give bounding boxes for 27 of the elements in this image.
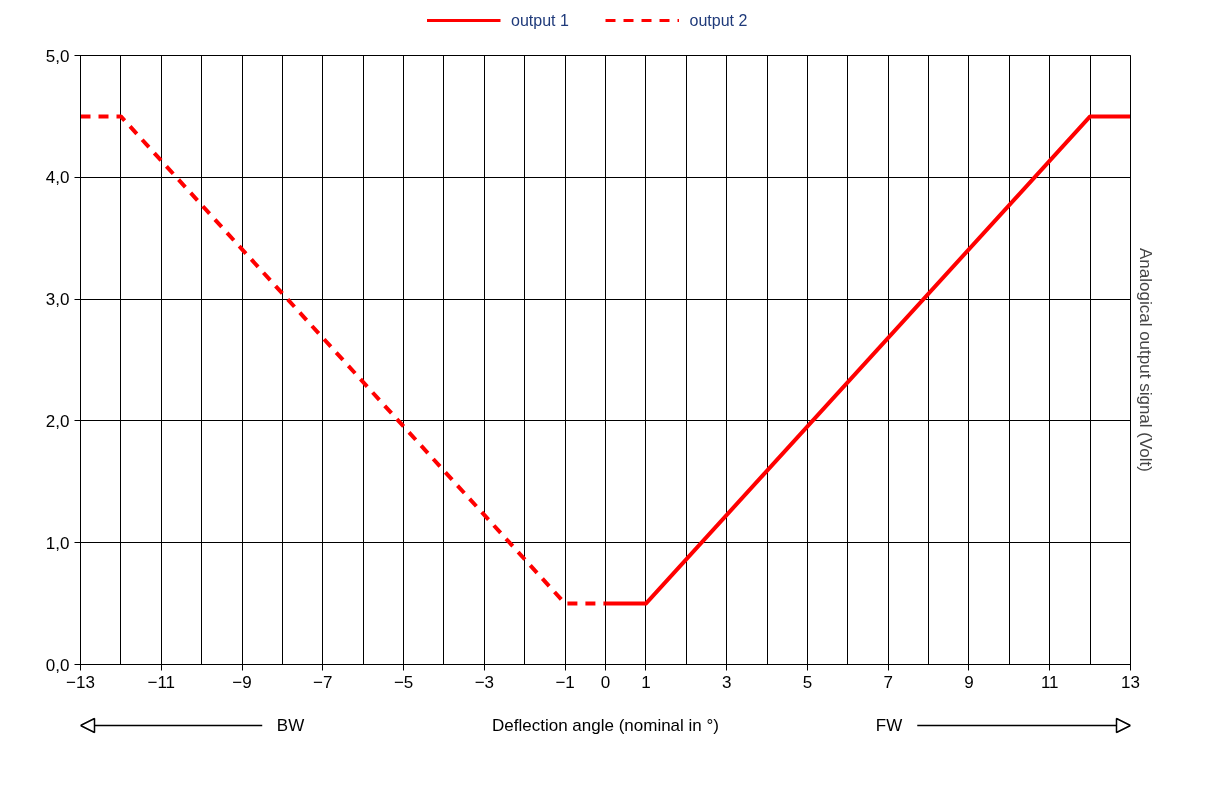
- text: BW: [276, 716, 305, 735]
- y-tick-label: 2,0: [45, 411, 70, 431]
- x-tick-label: −9: [232, 672, 252, 692]
- x-tick-label: −1: [555, 672, 575, 692]
- text: FW: [875, 716, 903, 735]
- y-tick-label: 1,0: [45, 533, 70, 553]
- x-tick-label: −3: [474, 672, 495, 692]
- y-tick-label: 0,0: [45, 655, 70, 675]
- x-tick-label: −5: [393, 672, 414, 692]
- x-tick-label: −13: [66, 672, 95, 692]
- x-tick-label: 11: [1040, 672, 1059, 692]
- y-tick-label: 5,0: [45, 46, 70, 66]
- y-tick-label: 3,0: [45, 290, 70, 310]
- x-tick-label: −7: [313, 672, 333, 692]
- x-tick-label: 0: [600, 672, 611, 692]
- x-tick-label: 7: [883, 672, 893, 692]
- legend-label: output 2: [689, 12, 748, 29]
- y-axis-title: Analogical output signal (Volt): [1135, 248, 1155, 472]
- x-tick-label: 9: [964, 672, 974, 692]
- x-tick-label: 1: [641, 672, 651, 692]
- x-tick-label: 3: [721, 672, 732, 692]
- y-tick-label: 4,0: [45, 168, 70, 188]
- x-tick-label: 5: [802, 672, 813, 692]
- legend-label: output 1: [511, 12, 569, 29]
- x-axis-title: Deflection angle (nominal in °): [492, 716, 719, 735]
- x-tick-label: −11: [147, 672, 176, 692]
- x-tick-label: 13: [1121, 672, 1140, 692]
